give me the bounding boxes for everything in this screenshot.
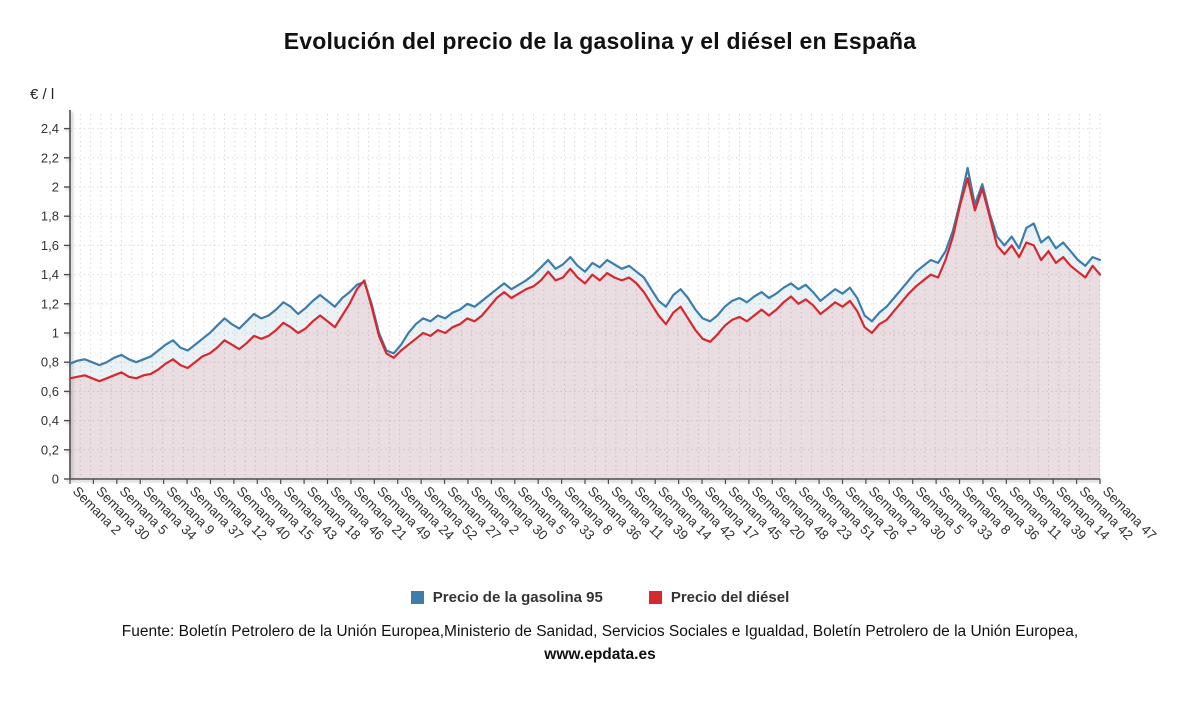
- y-axis-unit-label: € / l: [30, 86, 55, 103]
- y-tick-label: 1,4: [41, 267, 59, 282]
- series-line-0[interactable]: [68, 166, 1102, 367]
- y-tick-label: 2: [52, 180, 59, 195]
- epdata-link[interactable]: www.epdata.es: [544, 646, 656, 664]
- y-tick-label: 0,6: [41, 384, 59, 399]
- chart-legend: Precio de la gasolina 95 Precio del diés…: [0, 589, 1200, 606]
- legend-label-gasolina: Precio de la gasolina 95: [432, 589, 603, 606]
- source-attribution: Fuente: Boletín Petrolero de la Unión Eu…: [70, 620, 1130, 667]
- legend-swatch-gasolina-icon: [410, 591, 424, 604]
- legend-swatch-diesel-icon: [648, 591, 662, 604]
- y-tick-label: 1,2: [41, 296, 59, 311]
- legend-item-diesel[interactable]: Precio del diésel: [648, 589, 790, 606]
- legend-item-gasolina[interactable]: Precio de la gasolina 95: [410, 589, 603, 606]
- price-evolution-line-chart: 00,20,40,60,811,21,41,61,822,22,4Semana …: [41, 110, 1159, 543]
- y-tick-label: 2,4: [41, 121, 59, 136]
- series-line-1[interactable]: [68, 177, 1102, 383]
- y-tick-label: 0,2: [41, 442, 59, 457]
- y-tick-label: 1: [52, 326, 59, 341]
- y-tick-label: 0,8: [41, 355, 59, 370]
- y-tick-label: 2,2: [41, 150, 59, 165]
- legend-label-diesel: Precio del diésel: [670, 589, 790, 606]
- series-area-0: [70, 168, 1100, 479]
- chart-title: Evolución del precio de la gasolina y el…: [283, 28, 917, 54]
- y-tick-label: 1,6: [41, 238, 59, 253]
- source-text: Fuente: Boletín Petrolero de la Unión Eu…: [121, 623, 1079, 640]
- y-tick-label: 0: [52, 472, 59, 487]
- series-area-1: [70, 178, 1100, 479]
- y-tick-label: 1,8: [41, 209, 59, 224]
- y-tick-label: 0,4: [41, 413, 59, 428]
